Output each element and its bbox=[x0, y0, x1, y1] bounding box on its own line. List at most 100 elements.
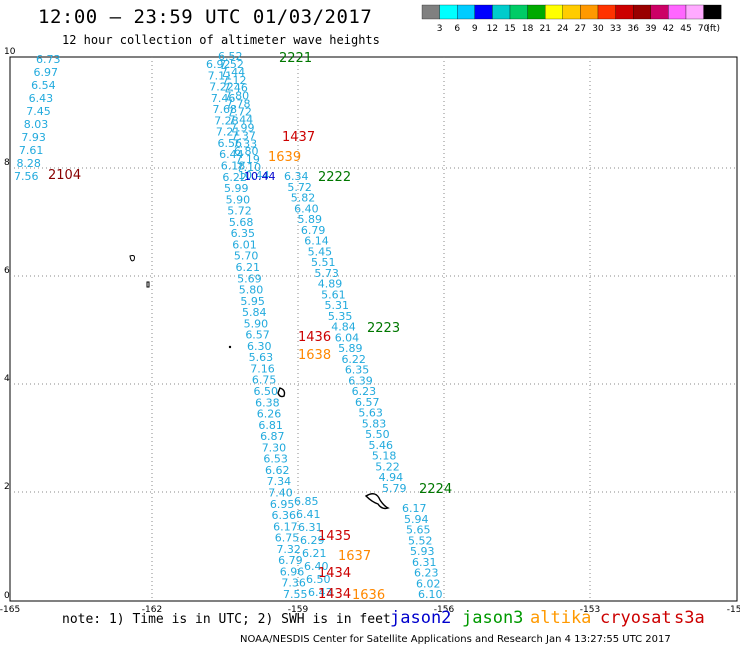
value-2221: 7.55 bbox=[283, 588, 308, 601]
value-2221b: 7.99 bbox=[230, 121, 255, 134]
value-2221: 6.87 bbox=[260, 430, 285, 443]
legend-label: 15 bbox=[504, 24, 515, 34]
y-tick-label: 6 bbox=[4, 266, 10, 276]
value-2222: 4.84 bbox=[331, 321, 356, 334]
legend-swatch bbox=[545, 4, 563, 20]
value-2221: 7.16 bbox=[250, 362, 275, 375]
satellite-jason3: jason3 bbox=[462, 608, 524, 628]
value-2221: 5.68 bbox=[229, 216, 254, 229]
value-2222: 6.39 bbox=[348, 374, 373, 387]
value-2223: 6.31 bbox=[412, 556, 437, 569]
y-tick-label: 2 bbox=[4, 482, 10, 492]
pass-label-1437: 1437 bbox=[282, 130, 315, 145]
value-2222: 5.22 bbox=[375, 460, 400, 473]
value-2223: 5.93 bbox=[410, 545, 435, 558]
legend-swatch bbox=[615, 4, 634, 20]
legend-swatch bbox=[492, 4, 511, 20]
value-2222: 5.72 bbox=[287, 181, 312, 194]
value-2222: 6.04 bbox=[335, 331, 360, 344]
value-2222: 6.79 bbox=[301, 224, 326, 237]
value-2221: 7.34 bbox=[267, 475, 292, 488]
legend-label: 70 bbox=[698, 24, 710, 34]
pass-label-2221: 2221 bbox=[279, 51, 312, 66]
value-2221: 6.75 bbox=[252, 374, 277, 387]
value-2222: 5.35 bbox=[328, 310, 353, 323]
satellite-altika: altika bbox=[530, 608, 592, 628]
x-tick-label: -159 bbox=[288, 605, 309, 615]
pass-label-1638: 1638 bbox=[298, 348, 331, 363]
value-2221b: 7.19 bbox=[235, 153, 259, 166]
value-2221: 7.21 bbox=[216, 126, 241, 139]
island-maui bbox=[277, 387, 286, 398]
value-2221: 5.70 bbox=[234, 250, 259, 263]
island-niihau bbox=[129, 255, 135, 262]
value-2221b: 6.52 bbox=[218, 50, 243, 63]
value-2104: 8.03 bbox=[24, 118, 49, 131]
value-2221: 6.36 bbox=[272, 509, 297, 522]
value-2222: 5.51 bbox=[311, 256, 336, 269]
legend-swatch bbox=[562, 4, 581, 20]
pass-label-2224: 2224 bbox=[419, 482, 452, 497]
legend-swatch bbox=[457, 4, 475, 20]
legend-label: 21 bbox=[539, 24, 550, 34]
value-2221: 6.56 bbox=[217, 137, 242, 150]
value-2221: 5.63 bbox=[249, 351, 274, 364]
value-2222: 5.73 bbox=[314, 267, 339, 280]
value-altika: 6.43 bbox=[308, 586, 333, 599]
value-2221b: 6.80 bbox=[234, 145, 259, 158]
value-2104: 7.56 bbox=[14, 170, 39, 183]
value-2221: 6.18 bbox=[221, 159, 246, 172]
value-2221: 5.95 bbox=[240, 295, 264, 308]
value-2221b: 7.33 bbox=[233, 137, 258, 150]
value-2221: 6.17 bbox=[273, 520, 298, 533]
value-2221: 6.35 bbox=[231, 227, 256, 240]
value-altika: 6.41 bbox=[296, 508, 321, 521]
value-2221: 6.75 bbox=[275, 532, 300, 545]
value-2221: 6.21 bbox=[235, 261, 260, 274]
value-2221: 6.81 bbox=[258, 419, 283, 432]
value-2221: 5.84 bbox=[242, 306, 266, 319]
value-2221b: 7.44 bbox=[229, 113, 254, 126]
value-2223: 5.65 bbox=[406, 524, 431, 537]
value-2223: 6.02 bbox=[416, 577, 441, 590]
value-2104: 6.54 bbox=[31, 79, 56, 92]
islands bbox=[129, 255, 390, 510]
value-2222: 4.89 bbox=[318, 278, 343, 291]
legend-swatch bbox=[474, 4, 493, 20]
legend-label: 45 bbox=[680, 24, 691, 34]
value-2222: 5.45 bbox=[308, 245, 333, 258]
value-2104: 6.73 bbox=[36, 53, 61, 66]
legend-swatch bbox=[650, 4, 669, 20]
value-2221: 5.80 bbox=[239, 284, 264, 297]
axis-ticks: -165 -162 -159 -156 -153 -150 0 2 4 6 8 10 bbox=[0, 47, 740, 615]
pass-label-1639: 1639 bbox=[268, 150, 301, 165]
value-2222: 5.89 bbox=[298, 213, 323, 226]
value-2221: 6.79 bbox=[278, 554, 303, 567]
page-title: 12:00 – 23:59 UTC 01/03/2017 bbox=[38, 6, 373, 28]
value-2104: 6.97 bbox=[34, 66, 59, 79]
value-2221: 7.11 bbox=[208, 69, 233, 82]
x-tick-label: -156 bbox=[434, 605, 455, 615]
island-hawaii bbox=[364, 493, 390, 510]
y-tick-label: 10 bbox=[4, 47, 16, 57]
pass-label-1436: 1436 bbox=[298, 330, 331, 345]
pass-label-1636: 1636 bbox=[352, 588, 385, 603]
value-2221b: 7.52 bbox=[219, 58, 244, 71]
y-tick-label: 0 bbox=[4, 591, 10, 601]
value-2221b: 7.80 bbox=[225, 90, 250, 103]
value-2221: 6.26 bbox=[257, 408, 282, 421]
legend-label: 33 bbox=[610, 24, 621, 34]
value-2221b: 7.44 bbox=[221, 66, 246, 79]
value-2221: 6.30 bbox=[247, 340, 272, 353]
value-2221: 5.72 bbox=[227, 205, 252, 218]
legend-unit: (ft) bbox=[706, 24, 720, 34]
legend-swatch bbox=[668, 4, 687, 20]
island-kauai bbox=[146, 281, 150, 288]
pass-label-1434: 1434 bbox=[318, 566, 351, 581]
value-2221b: 10.44 bbox=[238, 169, 270, 182]
value-2221: 5.90 bbox=[244, 317, 269, 330]
pass-label-2223: 2223 bbox=[367, 321, 400, 336]
value-altika: 6.85 bbox=[294, 495, 319, 508]
value-2222: 5.89 bbox=[338, 342, 363, 355]
